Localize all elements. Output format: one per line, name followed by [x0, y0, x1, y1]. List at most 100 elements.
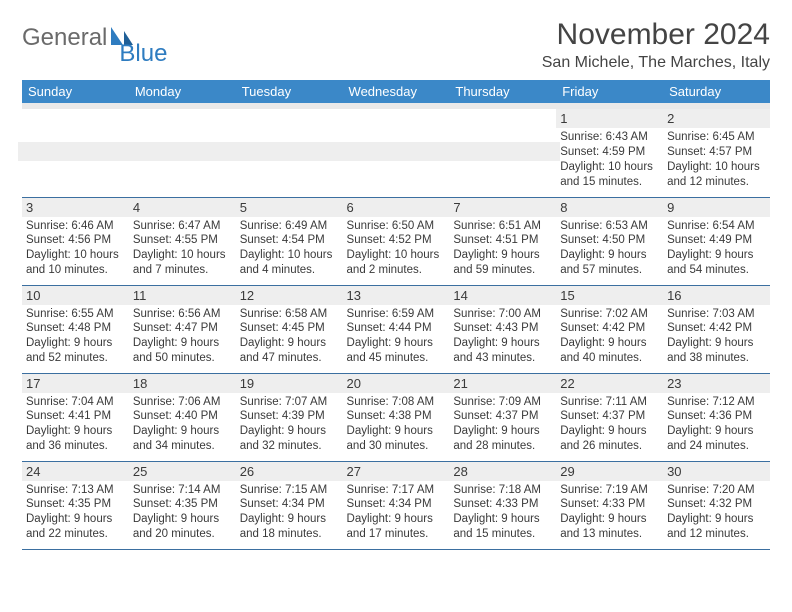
day-info: Sunrise: 6:50 AMSunset: 4:52 PMDaylight:… — [347, 219, 446, 279]
day-info: Sunrise: 6:58 AMSunset: 4:45 PMDaylight:… — [240, 307, 339, 367]
weekday-header: Wednesday — [343, 80, 450, 103]
day-info-line: Daylight: 10 hours — [347, 248, 446, 263]
day-number: 18 — [129, 374, 236, 393]
day-info-line: and 38 minutes. — [667, 351, 766, 366]
day-info-line: Sunset: 4:42 PM — [667, 321, 766, 336]
day-info-line: and 15 minutes. — [560, 175, 659, 190]
day-info-line: and 50 minutes. — [133, 351, 232, 366]
day-info-line: and 54 minutes. — [667, 263, 766, 278]
day-info-line: Sunset: 4:33 PM — [560, 497, 659, 512]
day-number: 13 — [343, 286, 450, 305]
day-info: Sunrise: 6:49 AMSunset: 4:54 PMDaylight:… — [240, 219, 339, 279]
calendar-day-cell: 14Sunrise: 7:00 AMSunset: 4:43 PMDayligh… — [449, 285, 556, 373]
day-info-line: and 52 minutes. — [26, 351, 125, 366]
day-info-line: Sunrise: 6:47 AM — [133, 219, 232, 234]
day-info-line: Sunset: 4:56 PM — [26, 233, 125, 248]
day-info-line: and 34 minutes. — [133, 439, 232, 454]
day-info-line: Sunset: 4:42 PM — [560, 321, 659, 336]
day-info-line: Sunset: 4:36 PM — [667, 409, 766, 424]
day-info-line: Daylight: 9 hours — [240, 336, 339, 351]
day-info-line: and 59 minutes. — [453, 263, 552, 278]
day-info-line: and 26 minutes. — [560, 439, 659, 454]
day-info-line: Daylight: 9 hours — [26, 336, 125, 351]
day-info-line: Sunrise: 7:20 AM — [667, 483, 766, 498]
day-number: 5 — [236, 198, 343, 217]
day-info: Sunrise: 7:02 AMSunset: 4:42 PMDaylight:… — [560, 307, 659, 367]
day-info-line: and 30 minutes. — [347, 439, 446, 454]
day-info: Sunrise: 7:06 AMSunset: 4:40 PMDaylight:… — [133, 395, 232, 455]
day-info-line: Sunset: 4:45 PM — [240, 321, 339, 336]
day-number: 12 — [236, 286, 343, 305]
day-info-line: Sunrise: 7:12 AM — [667, 395, 766, 410]
day-info-line: Sunset: 4:59 PM — [560, 145, 659, 160]
day-info: Sunrise: 6:54 AMSunset: 4:49 PMDaylight:… — [667, 219, 766, 279]
weekday-header: Monday — [129, 80, 236, 103]
day-info: Sunrise: 7:19 AMSunset: 4:33 PMDaylight:… — [560, 483, 659, 543]
day-info-line: Sunrise: 6:50 AM — [347, 219, 446, 234]
day-info-line: Daylight: 9 hours — [667, 248, 766, 263]
calendar-day-cell: 11Sunrise: 6:56 AMSunset: 4:47 PMDayligh… — [129, 285, 236, 373]
day-info-line: and 47 minutes. — [240, 351, 339, 366]
day-info-line: Daylight: 9 hours — [560, 512, 659, 527]
day-info-line: and 22 minutes. — [26, 527, 125, 542]
logo-text-blue: Blue — [119, 40, 167, 68]
day-info-line: and 28 minutes. — [453, 439, 552, 454]
day-number: 19 — [236, 374, 343, 393]
day-info-line: Sunset: 4:49 PM — [667, 233, 766, 248]
calendar-day-cell: 25Sunrise: 7:14 AMSunset: 4:35 PMDayligh… — [129, 461, 236, 549]
day-info-line: Sunset: 4:34 PM — [240, 497, 339, 512]
day-info-line: Daylight: 9 hours — [560, 424, 659, 439]
day-info-line: and 17 minutes. — [347, 527, 446, 542]
day-number: 10 — [22, 286, 129, 305]
calendar-day-cell: 26Sunrise: 7:15 AMSunset: 4:34 PMDayligh… — [236, 461, 343, 549]
day-info-line: Daylight: 9 hours — [133, 336, 232, 351]
title-block: November 2024 San Michele, The Marches, … — [542, 18, 770, 72]
day-info-line: and 36 minutes. — [26, 439, 125, 454]
day-info-line: Sunrise: 6:54 AM — [667, 219, 766, 234]
day-info: Sunrise: 6:47 AMSunset: 4:55 PMDaylight:… — [133, 219, 232, 279]
calendar-day-cell: 28Sunrise: 7:18 AMSunset: 4:33 PMDayligh… — [449, 461, 556, 549]
day-info-line: and 12 minutes. — [667, 527, 766, 542]
day-info-line: Daylight: 9 hours — [240, 424, 339, 439]
day-info-line: Sunrise: 6:59 AM — [347, 307, 446, 322]
day-info-line: Sunrise: 7:02 AM — [560, 307, 659, 322]
day-info-line: Sunrise: 7:07 AM — [240, 395, 339, 410]
day-number: 20 — [343, 374, 450, 393]
day-info-line: and 12 minutes. — [667, 175, 766, 190]
day-number: 7 — [449, 198, 556, 217]
day-info-line: Sunrise: 6:45 AM — [667, 130, 766, 145]
day-number: 6 — [343, 198, 450, 217]
calendar-week-row: 1Sunrise: 6:43 AMSunset: 4:59 PMDaylight… — [22, 109, 770, 197]
calendar-day-cell: 1Sunrise: 6:43 AMSunset: 4:59 PMDaylight… — [556, 109, 663, 197]
day-info-line: Sunset: 4:41 PM — [26, 409, 125, 424]
day-info: Sunrise: 6:51 AMSunset: 4:51 PMDaylight:… — [453, 219, 552, 279]
day-info-line: Daylight: 9 hours — [347, 424, 446, 439]
day-info: Sunrise: 7:11 AMSunset: 4:37 PMDaylight:… — [560, 395, 659, 455]
day-number: 4 — [129, 198, 236, 217]
day-info-line: Daylight: 9 hours — [667, 512, 766, 527]
day-info: Sunrise: 7:00 AMSunset: 4:43 PMDaylight:… — [453, 307, 552, 367]
day-info: Sunrise: 7:07 AMSunset: 4:39 PMDaylight:… — [240, 395, 339, 455]
day-info-line: Daylight: 9 hours — [667, 336, 766, 351]
day-number: 30 — [663, 462, 770, 481]
day-info: Sunrise: 7:20 AMSunset: 4:32 PMDaylight:… — [667, 483, 766, 543]
calendar-week-row: 10Sunrise: 6:55 AMSunset: 4:48 PMDayligh… — [22, 285, 770, 373]
day-info-line: and 20 minutes. — [133, 527, 232, 542]
day-info-line: Sunrise: 7:04 AM — [26, 395, 125, 410]
day-info: Sunrise: 6:43 AMSunset: 4:59 PMDaylight:… — [560, 130, 659, 190]
day-info-line: Daylight: 10 hours — [240, 248, 339, 263]
day-info-line: Daylight: 9 hours — [560, 248, 659, 263]
day-info-line: Sunset: 4:57 PM — [667, 145, 766, 160]
logo-text-general: General — [22, 24, 107, 52]
day-info-line: Sunrise: 7:00 AM — [453, 307, 552, 322]
calendar-day-cell: 21Sunrise: 7:09 AMSunset: 4:37 PMDayligh… — [449, 373, 556, 461]
calendar-day-cell: 2Sunrise: 6:45 AMSunset: 4:57 PMDaylight… — [663, 109, 770, 197]
day-number: 24 — [22, 462, 129, 481]
day-info: Sunrise: 7:03 AMSunset: 4:42 PMDaylight:… — [667, 307, 766, 367]
day-info-line: Sunrise: 7:14 AM — [133, 483, 232, 498]
day-info-line: Sunset: 4:32 PM — [667, 497, 766, 512]
day-info: Sunrise: 6:45 AMSunset: 4:57 PMDaylight:… — [667, 130, 766, 190]
day-info-line: Daylight: 9 hours — [453, 512, 552, 527]
calendar-empty-cell — [236, 109, 343, 197]
day-info-line: Sunset: 4:40 PM — [133, 409, 232, 424]
